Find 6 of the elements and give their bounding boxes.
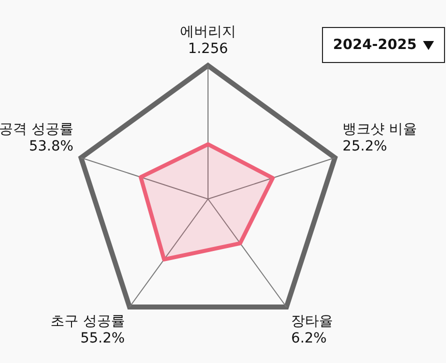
spoke-label: 에버리지 1.256 <box>180 24 236 57</box>
season-dropdown: 2024-2025 <box>322 27 445 63</box>
spoke-label: 초구 성공률 55.2% <box>50 313 125 346</box>
spoke-label: 뱅크샷 비율 25.2% <box>342 122 418 155</box>
spoke-label: 장타율 6.2% <box>291 313 334 346</box>
spoke-label: 공격 성공률 53.8% <box>0 122 74 155</box>
